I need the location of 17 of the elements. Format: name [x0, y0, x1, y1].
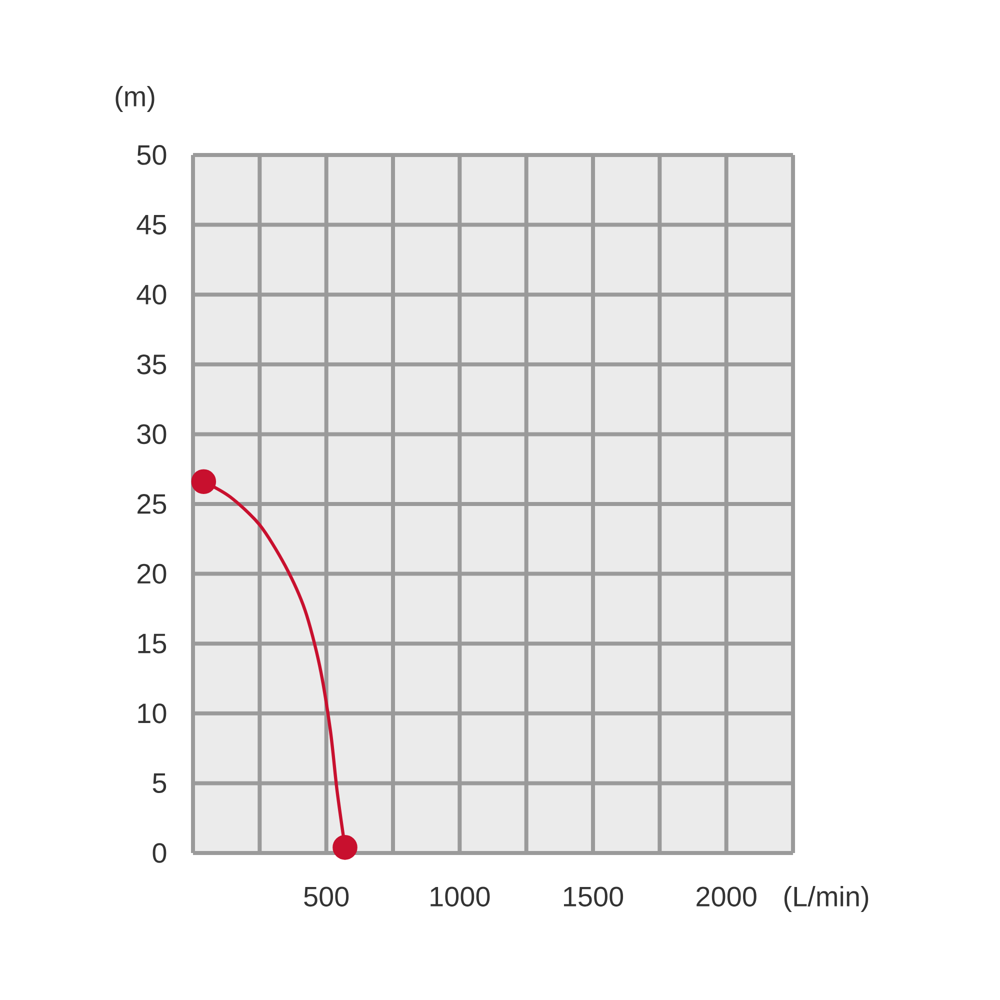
y-tick-label: 0 [152, 843, 166, 863]
y-tick-label: 25 [138, 494, 166, 514]
y-tick-label: 10 [138, 703, 166, 724]
y-tick-label: 30 [137, 424, 166, 444]
x-tick-label: 1500 [564, 886, 624, 907]
x-tick-label: 500 [304, 886, 349, 907]
x-tick-label: 2000 [696, 886, 756, 907]
y-tick-label: 35 [137, 354, 166, 374]
x-axis-title: (L/min) [784, 886, 868, 912]
x-tick-label: 1000 [430, 886, 490, 907]
y-tick-label: 20 [138, 564, 166, 584]
y-tick-label: 45 [136, 215, 166, 235]
y-tick-label: 5 [152, 773, 166, 793]
y-tick-label: 40 [136, 284, 166, 305]
y-tick-label: 15 [138, 634, 166, 654]
y-tick-label: 50 [137, 145, 166, 165]
y-axis-title: (m) [116, 86, 154, 112]
